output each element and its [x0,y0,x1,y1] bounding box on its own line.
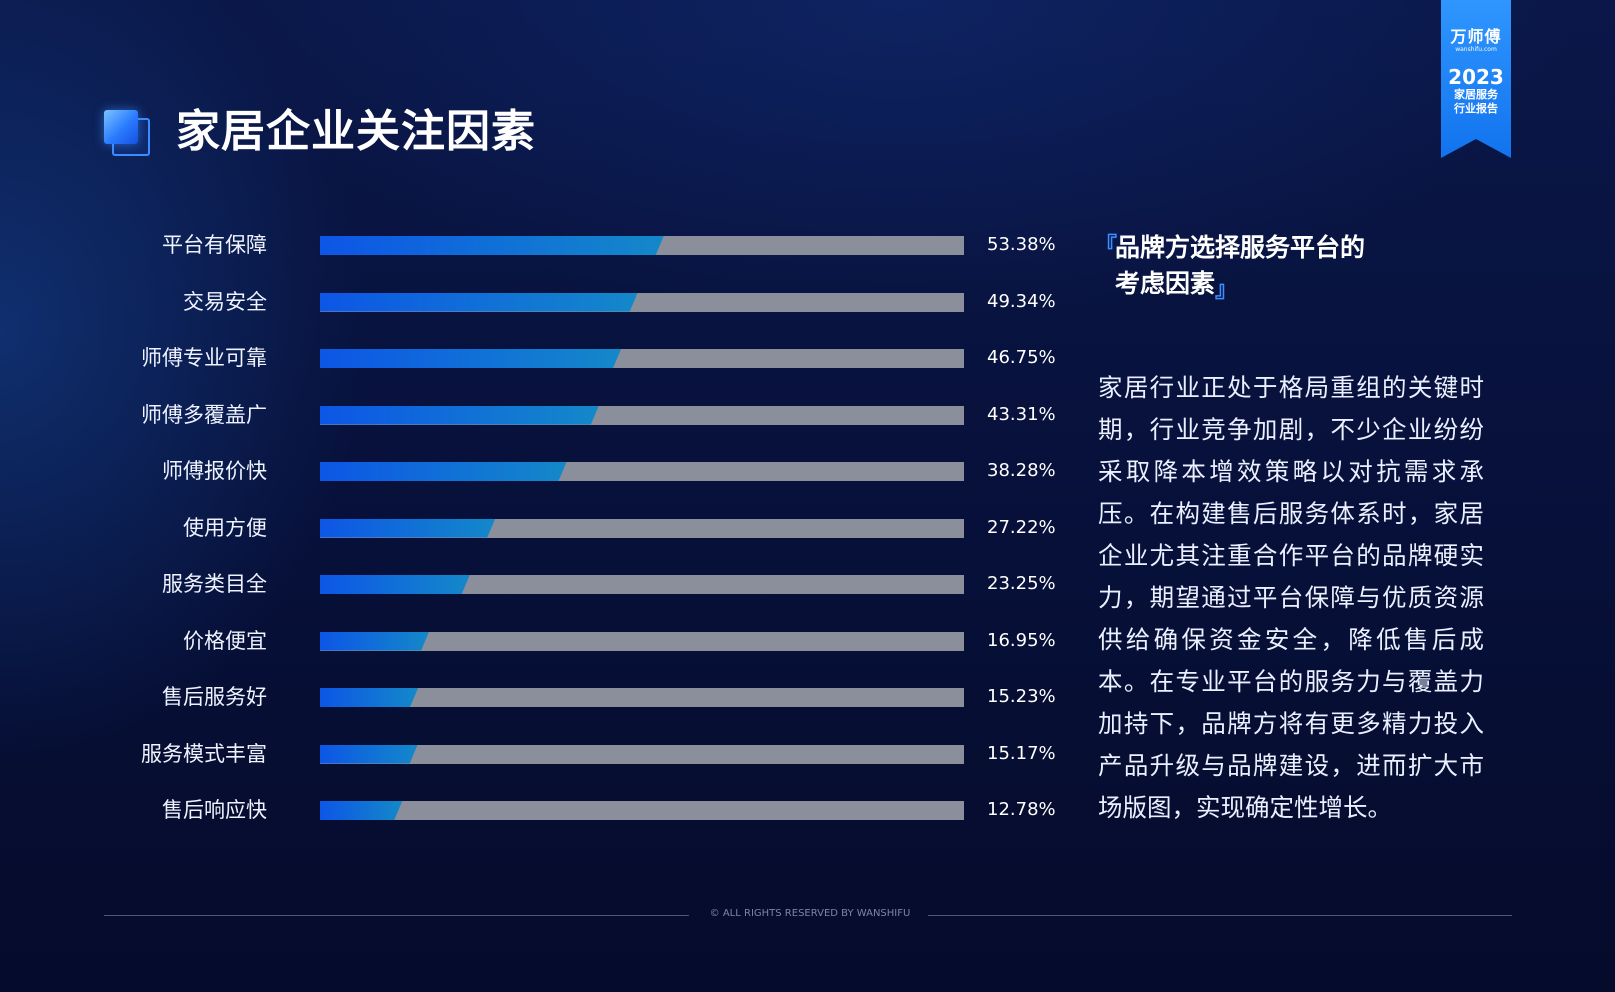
report-badge: 万师傅 wanshifu.com 2023 家居服务 行业报告 [1441,0,1511,158]
bar [320,745,418,764]
bar-label: 使用方便 [183,515,267,540]
bar-label: 售后服务好 [162,685,267,709]
bar-track [320,744,964,764]
bar [320,462,567,481]
bar-track [320,292,964,312]
bar-value-label: 12.78% [987,799,1056,820]
bar-track [320,631,964,651]
bar-value-label: 23.25% [987,573,1056,594]
bar-track [320,405,964,425]
side-paragraph: 家居行业正处于格局重组的关键时期，行业竞争加剧，不少企业纷纷采取降本增效策略以对… [1098,373,1484,822]
bar-value-label: 46.75% [987,347,1056,368]
title-icon [104,110,150,156]
bar-track [320,688,964,707]
bar [320,801,402,820]
bar-label: 师傅专业可靠 [141,346,267,370]
bar-value-label: 15.23% [987,686,1056,707]
bar-label: 服务模式丰富 [141,741,267,766]
footer-divider-right [928,915,1512,916]
bar-track [320,575,964,594]
bar-value-label: 27.22% [987,516,1056,538]
footer-copyright: © ALL RIGHTS RESERVED BY WANSHIFU [709,908,911,919]
bar-label: 售后响应快 [162,798,267,822]
page-title: 家居企业关注因素 [176,106,536,157]
side-heading-line1: 品牌方选择服务平台的 [1115,233,1366,262]
report-name-line2: 行业报告 [1454,102,1498,115]
bar [320,519,495,538]
bracket-close: 』 [1215,278,1238,303]
bar-track [320,518,964,538]
bar [320,236,664,255]
bar-label: 师傅报价快 [162,459,267,483]
bar-label: 师傅多覆盖广 [141,402,267,427]
bar [320,632,429,651]
bar-value-label: 16.95% [987,629,1056,651]
brand-logo-text: 万师傅 [1450,27,1502,46]
brand-site: wanshifu.com [1455,46,1497,53]
bar [320,406,599,425]
bar-track [320,801,964,820]
bar-label: 服务类目全 [162,572,267,596]
bracket-open: 『 [1095,234,1118,259]
report-year: 2023 [1448,65,1504,89]
bar [320,575,470,594]
bar-track [320,349,964,368]
bar-value-label: 53.38% [987,234,1056,255]
bar-label: 价格便宜 [183,628,267,653]
report-name-line1: 家居服务 [1454,88,1498,101]
bar [320,688,418,707]
bar-chart: 平台有保障 53.38% 交易安全 49.34% 师傅专业可靠 46.75% 师傅多覆盖广 4… [141,233,1056,822]
side-heading-line2: 考虑因素 [1115,269,1216,298]
footer-divider-left [104,915,689,916]
bar-track [320,236,964,255]
bar-track [320,462,964,481]
bar [320,293,638,312]
bar-value-label: 49.34% [987,290,1056,312]
bar [320,349,621,368]
bar-label: 平台有保障 [162,233,267,257]
bar-value-label: 38.28% [987,460,1056,481]
bar-value-label: 15.17% [987,742,1056,764]
bar-value-label: 43.31% [987,403,1056,425]
bar-label: 交易安全 [183,289,267,314]
